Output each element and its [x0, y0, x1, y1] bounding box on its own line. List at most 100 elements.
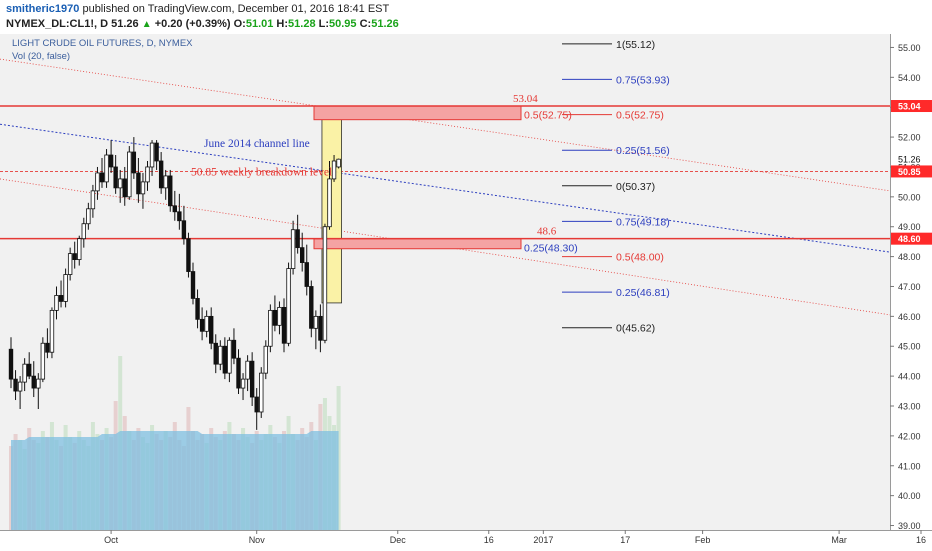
- fib-level-label: 0.5(52.75): [616, 110, 664, 122]
- x-tick-label: 17: [620, 535, 630, 545]
- candle-body: [118, 178, 123, 189]
- candle-body: [90, 190, 96, 210]
- candle-body: [77, 238, 82, 260]
- price-label: 51.26: [898, 155, 921, 165]
- candle-body: [227, 339, 232, 374]
- y-tick-label: 43.00: [898, 402, 921, 412]
- x-tick-label: 16: [916, 535, 926, 545]
- open-value: 51.01: [245, 18, 274, 30]
- fib-level-label: 1(55.12): [616, 39, 655, 51]
- x-tick-label: 2017: [533, 535, 553, 545]
- candle-body: [31, 375, 36, 389]
- high-value: 51.28: [288, 18, 316, 30]
- candle-body: [254, 396, 259, 413]
- symbol-label[interactable]: NYMEX_DL:CL1!, D: [6, 18, 109, 30]
- candle-body: [177, 211, 182, 222]
- candle-body: [158, 160, 164, 189]
- candle-body: [172, 205, 177, 213]
- candle-body: [263, 345, 268, 374]
- y-tick-label: 42.00: [898, 431, 921, 441]
- candle-body: [208, 315, 214, 344]
- candle-body: [281, 306, 287, 344]
- candle-body: [127, 151, 132, 198]
- fib-level-label: 0.5(48.00): [616, 252, 664, 264]
- candle-body: [49, 309, 55, 353]
- candle-body: [186, 238, 191, 272]
- candle-body: [145, 166, 150, 183]
- candle-body: [199, 318, 205, 332]
- series-title[interactable]: LIGHT CRUDE OIL FUTURES, D, NYMEX: [12, 38, 193, 49]
- ohlc-line: NYMEX_DL:CL1!, D 51.26 ▲ +0.20 (+0.39%) …: [6, 18, 399, 30]
- candle-body: [108, 154, 114, 168]
- x-tick-label: Dec: [390, 535, 407, 545]
- x-tick-label: Mar: [831, 535, 847, 545]
- candle-body: [99, 172, 105, 183]
- candle-body: [327, 178, 332, 228]
- fib-level-label: 0.75(53.93): [616, 74, 670, 86]
- price-label: 53.04: [898, 102, 921, 112]
- candle-body: [286, 268, 291, 344]
- close-label: C:: [359, 18, 372, 30]
- last-price: 51.26: [111, 18, 139, 30]
- volume-indicator-label[interactable]: Vol (20, false): [12, 51, 71, 62]
- time-axis[interactable]: [0, 530, 932, 551]
- y-tick-label: 52.00: [898, 133, 921, 143]
- fib-level-label: 0.25(46.81): [616, 287, 670, 299]
- volume-ma-area: [11, 431, 339, 530]
- candle-body: [104, 154, 109, 183]
- candle-body: [204, 315, 209, 332]
- candle-body: [272, 309, 278, 326]
- candle-body: [58, 295, 64, 302]
- y-tick-label: 39.00: [898, 521, 921, 531]
- channel-label: June 2014 channel line: [204, 138, 310, 150]
- y-tick-label: 46.00: [898, 312, 921, 322]
- candle-body: [195, 298, 200, 320]
- support-zone: [313, 238, 522, 250]
- candle-body: [322, 226, 328, 341]
- x-tick-label: Nov: [249, 535, 266, 545]
- x-tick-label: Feb: [695, 535, 711, 545]
- candle-body: [290, 229, 296, 269]
- candle-body: [331, 160, 337, 180]
- y-tick-label: 45.00: [898, 342, 921, 352]
- candle-body: [22, 363, 27, 383]
- candle-body: [113, 166, 118, 189]
- candle-body: [40, 342, 46, 380]
- candle-body: [295, 229, 300, 249]
- price-axis[interactable]: [890, 34, 932, 530]
- y-tick-label: 48.00: [898, 252, 921, 262]
- open-label: O:: [233, 18, 246, 30]
- candle-body: [17, 381, 23, 392]
- header-bar: smitheric1970 published on TradingView.c…: [0, 0, 932, 34]
- candle-body: [268, 309, 273, 347]
- publish-line: smitheric1970 published on TradingView.c…: [6, 3, 389, 15]
- y-tick-label: 47.00: [898, 282, 921, 292]
- candle-body: [122, 178, 127, 198]
- change-value: +0.20 (+0.39%): [154, 18, 231, 30]
- low-label: L:: [318, 18, 330, 30]
- candle-body: [309, 286, 314, 329]
- resistance-zone: [313, 105, 522, 121]
- candle-body: [313, 315, 319, 329]
- y-tick-label: 55.00: [898, 43, 921, 53]
- candle-body: [67, 253, 73, 275]
- candle-body: [36, 378, 41, 389]
- candle-body: [45, 342, 50, 353]
- candle-body: [54, 295, 59, 311]
- candle-body: [163, 175, 168, 189]
- candle-body: [236, 357, 241, 389]
- candle-body: [149, 142, 155, 168]
- price-label-bg: [891, 100, 932, 113]
- candle-body: [190, 271, 196, 299]
- fib-level-label: 0(45.62): [616, 323, 655, 335]
- x-tick-label: 16: [484, 535, 494, 545]
- fib-level-label: 0.25(48.30): [524, 243, 578, 255]
- price-label-bg: [891, 232, 932, 245]
- candle-body: [245, 360, 250, 380]
- level-label: 53.04: [513, 93, 538, 105]
- candle-body: [86, 208, 91, 225]
- author-name[interactable]: smitheric1970: [6, 3, 80, 15]
- candle-body: [136, 172, 141, 195]
